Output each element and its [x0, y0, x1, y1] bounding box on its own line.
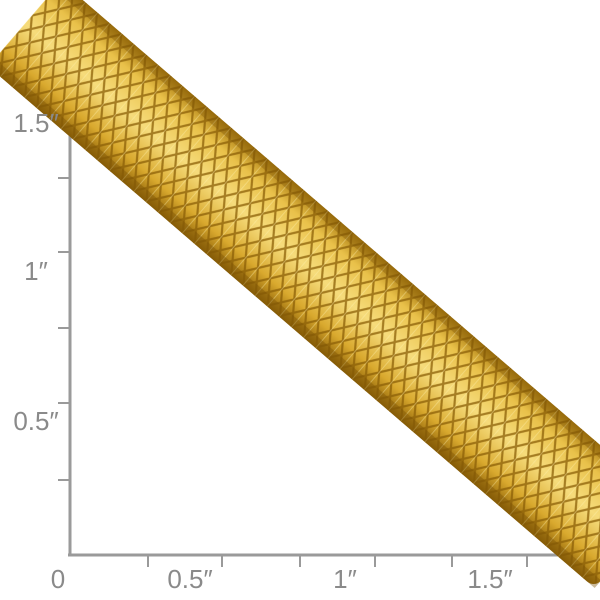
chain-edge	[54, 0, 600, 511]
x-label: 1.5″	[467, 564, 512, 594]
ruler-ticks	[58, 99, 528, 567]
x-label: 1″	[333, 564, 357, 594]
x-label: 0.5″	[167, 564, 212, 594]
x-label: 0	[51, 564, 65, 594]
y-label: 1.5″	[13, 108, 58, 138]
chain-edge	[0, 58, 600, 589]
y-label: 0.5″	[13, 406, 58, 436]
y-label: 1″	[24, 256, 48, 286]
